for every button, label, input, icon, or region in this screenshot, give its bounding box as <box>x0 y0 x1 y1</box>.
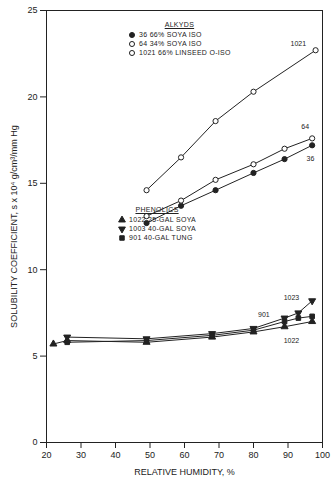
svg-text:15: 15 <box>27 178 37 188</box>
svg-text:SOLUBILITY COEFFICIENT, s x 10: SOLUBILITY COEFFICIENT, s x 10⁴ g/cm³/mm… <box>9 125 19 328</box>
html-text:1022 25-GAL SOYA: 1022 25-GAL SOYA <box>129 216 197 223</box>
svg-text:90: 90 <box>283 450 293 460</box>
svg-text:40: 40 <box>110 450 120 460</box>
svg-text:1022: 1022 <box>284 337 300 344</box>
svg-text:1023: 1023 <box>284 294 300 301</box>
svg-text:80: 80 <box>248 450 258 460</box>
html-text:1021 66% LINSEED O-ISO: 1021 66% LINSEED O-ISO <box>139 49 231 56</box>
svg-text:901: 901 <box>258 311 270 318</box>
svg-text:30: 30 <box>76 450 86 460</box>
html-text:64 34% SOYA ISO: 64 34% SOYA ISO <box>139 40 202 47</box>
svg-text:60: 60 <box>179 450 189 460</box>
html-text:ALKYDS: ALKYDS <box>164 21 195 28</box>
svg-text:10: 10 <box>27 265 37 275</box>
svg-text:64: 64 <box>301 123 309 130</box>
svg-text:25: 25 <box>27 5 37 15</box>
svg-text:0: 0 <box>32 437 37 447</box>
svg-text:20: 20 <box>27 92 37 102</box>
svg-text:20: 20 <box>41 450 51 460</box>
svg-text:1021: 1021 <box>291 40 307 47</box>
svg-text:100: 100 <box>315 450 330 460</box>
html-text:PHENOLICS: PHENOLICS <box>135 206 179 213</box>
svg-text:5: 5 <box>32 351 37 361</box>
svg-text:36: 36 <box>307 155 315 162</box>
svg-text:50: 50 <box>145 450 155 460</box>
svg-text:RELATIVE HUMIDITY, %: RELATIVE HUMIDITY, % <box>134 467 235 477</box>
html-text:1003 40-GAL SOYA: 1003 40-GAL SOYA <box>129 225 197 232</box>
html-text:36 66% SOYA ISO: 36 66% SOYA ISO <box>139 31 202 38</box>
svg-text:70: 70 <box>214 450 224 460</box>
html-text:901 40-GAL TUNG: 901 40-GAL TUNG <box>129 234 193 241</box>
